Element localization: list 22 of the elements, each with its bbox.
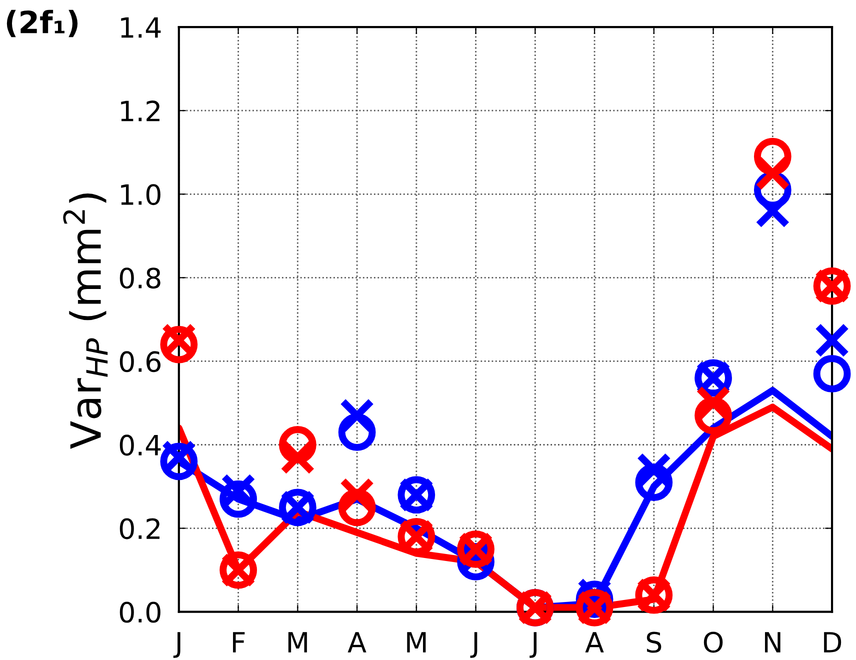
x-tick-label: M [407,632,426,652]
x-tick-label: O [704,632,723,653]
y-tick-label: 1.2 [121,100,160,122]
y-tick-label: 0.8 [120,268,160,289]
x-tick-label: A [348,632,366,652]
x-tick-label: N [764,632,780,652]
y-tick-label: 0.4 [120,434,161,456]
y-tick-label: 0.6 [120,351,160,372]
chart-title: (2f₁) [6,10,78,38]
x-tick-label: J [470,632,478,658]
x-tick-label: D [824,632,842,652]
y-tick-label: 0.2 [120,518,160,540]
x-tick-label: J [530,632,537,658]
y-tick-label: 1.0 [121,184,160,206]
x-tick-label: M [288,632,307,652]
x-tick-label: A [585,632,604,652]
x-tick-label: J [173,632,180,658]
x-tick-label: F [233,632,245,652]
y-tick-label: 0.0 [120,602,160,623]
y-tick-label: 1.4 [121,17,161,38]
y-axis-title: Var$_{HP}$ (mm$^{2}$) [63,194,108,449]
x-tick-label: S [646,632,662,653]
